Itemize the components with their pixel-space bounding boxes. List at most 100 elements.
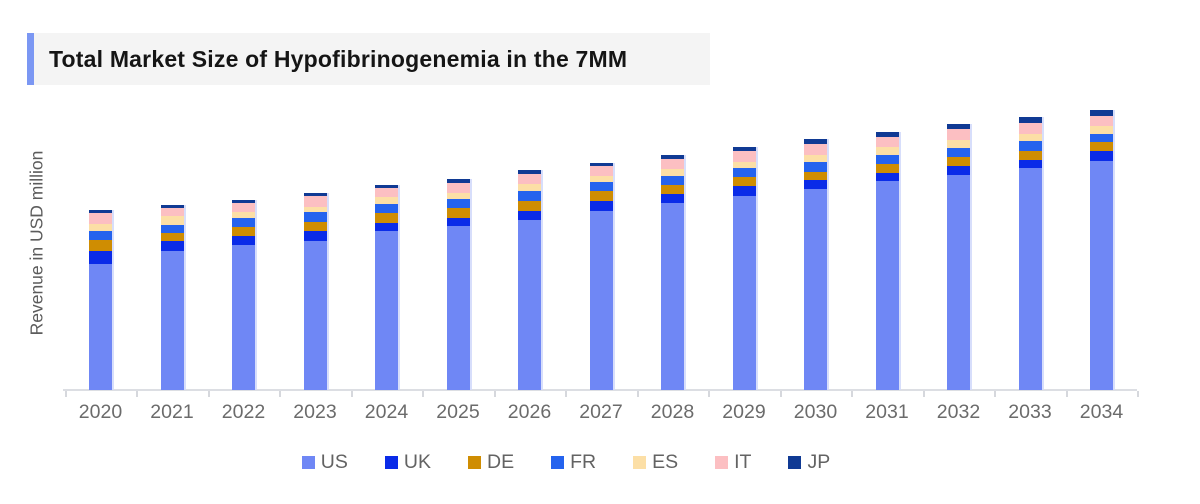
bar-2020[interactable] bbox=[89, 210, 112, 390]
bar-segment-uk-2026[interactable] bbox=[518, 210, 541, 220]
bar-segment-de-2031[interactable] bbox=[875, 163, 899, 173]
bar-segment-de-2027[interactable] bbox=[589, 191, 613, 201]
bar-segment-fr-2032[interactable] bbox=[947, 147, 970, 157]
bar-segment-uk-2027[interactable] bbox=[589, 201, 613, 211]
bar-segment-us-2024[interactable] bbox=[375, 231, 398, 390]
bar-segment-jp-2030[interactable] bbox=[804, 139, 827, 144]
bar-segment-es-2020[interactable] bbox=[89, 224, 112, 231]
bar-segment-it-2020[interactable] bbox=[89, 213, 112, 224]
bar-segment-de-2021[interactable] bbox=[160, 233, 184, 241]
bar-segment-es-2022[interactable] bbox=[232, 212, 255, 218]
bar-segment-us-2031[interactable] bbox=[875, 181, 899, 390]
bar-segment-fr-2028[interactable] bbox=[661, 175, 684, 185]
bar-segment-de-2025[interactable] bbox=[446, 208, 470, 218]
bar-segment-fr-2031[interactable] bbox=[875, 154, 899, 164]
bar-segment-it-2026[interactable] bbox=[518, 173, 541, 184]
bar-segment-es-2034[interactable] bbox=[1090, 125, 1113, 134]
bar-2025[interactable] bbox=[446, 179, 470, 390]
bar-segment-es-2030[interactable] bbox=[804, 154, 827, 162]
bar-segment-fr-2024[interactable] bbox=[375, 204, 398, 213]
bar-segment-it-2025[interactable] bbox=[446, 182, 470, 193]
bar-segment-uk-2033[interactable] bbox=[1018, 159, 1042, 168]
bar-segment-es-2028[interactable] bbox=[661, 168, 684, 176]
bar-segment-de-2033[interactable] bbox=[1018, 150, 1042, 160]
bar-segment-it-2030[interactable] bbox=[804, 144, 827, 155]
bar-segment-de-2020[interactable] bbox=[89, 240, 112, 251]
bar-segment-jp-2024[interactable] bbox=[375, 185, 398, 188]
bar-2024[interactable] bbox=[375, 185, 398, 390]
bar-2022[interactable] bbox=[232, 200, 255, 390]
bar-segment-de-2029[interactable] bbox=[732, 177, 756, 186]
bar-segment-it-2032[interactable] bbox=[947, 129, 970, 140]
bar-segment-fr-2022[interactable] bbox=[232, 218, 255, 227]
bar-segment-us-2023[interactable] bbox=[303, 241, 327, 390]
bar-segment-jp-2028[interactable] bbox=[661, 154, 684, 159]
bar-segment-us-2030[interactable] bbox=[804, 189, 827, 390]
bar-2030[interactable] bbox=[804, 139, 827, 390]
bar-2026[interactable] bbox=[518, 170, 541, 390]
legend-item-us[interactable]: US bbox=[301, 451, 348, 474]
bar-segment-jp-2032[interactable] bbox=[947, 124, 970, 129]
bar-segment-us-2025[interactable] bbox=[446, 226, 470, 390]
bar-segment-fr-2034[interactable] bbox=[1090, 133, 1113, 142]
bar-segment-de-2032[interactable] bbox=[947, 156, 970, 166]
bar-segment-es-2023[interactable] bbox=[303, 206, 327, 212]
bar-segment-us-2022[interactable] bbox=[232, 245, 255, 390]
bar-segment-us-2026[interactable] bbox=[518, 220, 541, 390]
bar-2029[interactable] bbox=[732, 147, 756, 390]
legend-item-it[interactable]: IT bbox=[715, 451, 751, 474]
bar-segment-uk-2020[interactable] bbox=[89, 251, 112, 264]
bar-segment-de-2034[interactable] bbox=[1090, 141, 1113, 151]
legend-item-fr[interactable]: FR bbox=[551, 451, 596, 474]
bar-segment-it-2029[interactable] bbox=[732, 151, 756, 162]
bar-2028[interactable] bbox=[661, 154, 684, 390]
bar-2027[interactable] bbox=[589, 162, 613, 390]
bar-segment-jp-2026[interactable] bbox=[518, 170, 541, 174]
bar-segment-uk-2023[interactable] bbox=[303, 231, 327, 241]
bar-segment-uk-2021[interactable] bbox=[160, 241, 184, 251]
bar-segment-fr-2026[interactable] bbox=[518, 190, 541, 201]
bar-segment-it-2021[interactable] bbox=[160, 208, 184, 216]
bar-segment-fr-2027[interactable] bbox=[589, 181, 613, 191]
bar-segment-uk-2022[interactable] bbox=[232, 236, 255, 245]
bar-segment-us-2021[interactable] bbox=[160, 251, 184, 390]
bar-segment-it-2028[interactable] bbox=[661, 158, 684, 169]
bar-segment-es-2027[interactable] bbox=[589, 176, 613, 182]
bar-segment-jp-2022[interactable] bbox=[232, 200, 255, 203]
bar-segment-de-2028[interactable] bbox=[661, 184, 684, 194]
bar-segment-uk-2028[interactable] bbox=[661, 194, 684, 203]
bar-segment-it-2022[interactable] bbox=[232, 203, 255, 212]
bar-segment-jp-2033[interactable] bbox=[1018, 117, 1042, 123]
bar-segment-es-2032[interactable] bbox=[947, 140, 970, 148]
bar-2033[interactable] bbox=[1018, 117, 1042, 390]
bar-segment-jp-2025[interactable] bbox=[446, 179, 470, 183]
bar-segment-us-2034[interactable] bbox=[1090, 161, 1113, 390]
bar-segment-uk-2024[interactable] bbox=[375, 223, 398, 231]
bar-2031[interactable] bbox=[875, 131, 899, 390]
bar-segment-es-2025[interactable] bbox=[446, 192, 470, 199]
bar-segment-fr-2033[interactable] bbox=[1018, 141, 1042, 151]
bar-segment-it-2023[interactable] bbox=[303, 196, 327, 207]
bar-segment-jp-2021[interactable] bbox=[160, 205, 184, 208]
bar-segment-us-2029[interactable] bbox=[732, 196, 756, 390]
bar-segment-jp-2034[interactable] bbox=[1090, 110, 1113, 116]
bar-segment-uk-2029[interactable] bbox=[732, 186, 756, 196]
bar-segment-jp-2031[interactable] bbox=[875, 131, 899, 137]
bar-segment-uk-2030[interactable] bbox=[804, 180, 827, 189]
bar-segment-es-2026[interactable] bbox=[518, 183, 541, 191]
bar-segment-es-2033[interactable] bbox=[1018, 133, 1042, 141]
bar-segment-jp-2027[interactable] bbox=[589, 162, 613, 166]
bar-segment-it-2031[interactable] bbox=[875, 136, 899, 147]
bar-segment-fr-2030[interactable] bbox=[804, 162, 827, 172]
legend-item-es[interactable]: ES bbox=[633, 451, 678, 474]
bar-segment-fr-2020[interactable] bbox=[89, 231, 112, 240]
legend-item-de[interactable]: DE bbox=[467, 451, 514, 474]
bar-segment-us-2028[interactable] bbox=[661, 203, 684, 390]
bar-segment-jp-2029[interactable] bbox=[732, 147, 756, 151]
bar-segment-it-2033[interactable] bbox=[1018, 122, 1042, 134]
bar-segment-uk-2032[interactable] bbox=[947, 166, 970, 175]
bar-2032[interactable] bbox=[947, 124, 970, 390]
bar-segment-fr-2025[interactable] bbox=[446, 199, 470, 208]
bar-segment-us-2032[interactable] bbox=[947, 175, 970, 390]
bar-segment-de-2022[interactable] bbox=[232, 227, 255, 236]
